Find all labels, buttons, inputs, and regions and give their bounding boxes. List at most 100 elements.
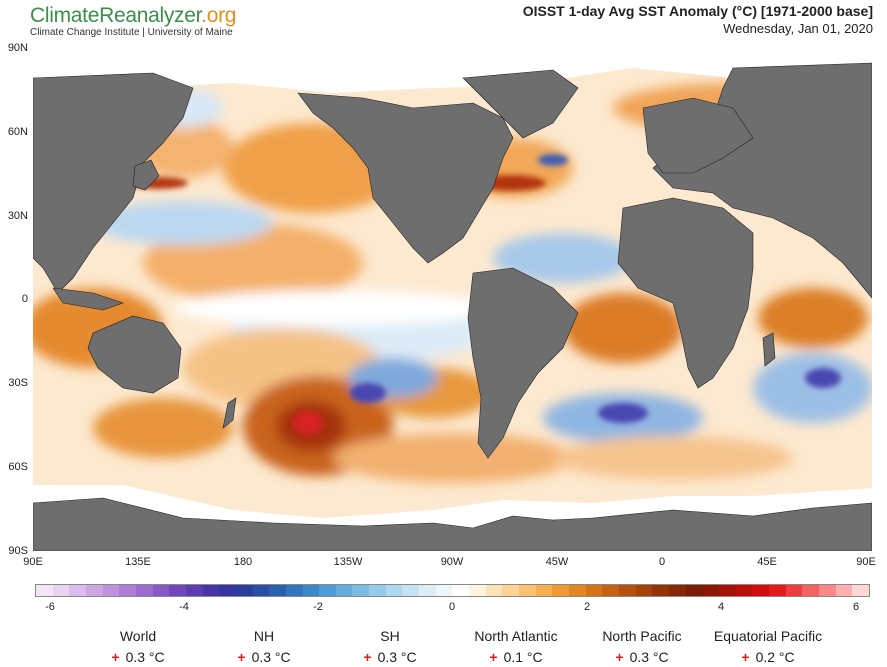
brand-subtitle: Climate Change Institute | University of… [30, 27, 233, 38]
colorbar [35, 584, 870, 597]
stat-value-row: +0.1 °C [446, 649, 586, 665]
site-logo[interactable]: ClimateReanalyzer.org [30, 4, 236, 28]
colorbar-segment [302, 585, 320, 596]
sst-anomaly-map [33, 48, 872, 551]
lon-label-135e: 135E [125, 556, 151, 568]
colorbar-segment [36, 585, 53, 596]
landmass-australia [87, 315, 182, 394]
lat-label-30n: 30N [7, 210, 28, 222]
colorbar-segment [52, 585, 70, 596]
stat-value: 0.1 °C [503, 649, 543, 665]
stat-north-atlantic: North Atlantic +0.1 °C [446, 628, 586, 665]
stat-name: Equatorial Pacific [713, 628, 823, 644]
colorbar-tick-0: 0 [448, 601, 456, 613]
stat-name: North Pacific [602, 628, 682, 644]
lon-label-135w: 135W [333, 556, 363, 568]
brand-domain: .org [201, 4, 237, 27]
lat-label-60s: 60S [8, 461, 28, 473]
lat-label-30s: 30S [8, 377, 28, 389]
colorbar-segment [185, 585, 203, 596]
stat-value-row: +0.3 °C [68, 649, 208, 665]
plus-sign: + [615, 649, 624, 665]
lon-label-45w: 45W [545, 556, 569, 568]
colorbar-tick-neg4: -4 [179, 601, 189, 613]
colorbar-segment [319, 585, 336, 596]
colorbar-segment [452, 585, 470, 596]
colorbar-segment [668, 585, 686, 596]
colorbar-segment [335, 585, 353, 596]
landmass-south-america [467, 267, 579, 459]
stat-nh: NH +0.3 °C [194, 628, 334, 665]
colorbar-segment [802, 585, 819, 596]
stat-value: 0.2 °C [755, 649, 795, 665]
colorbar-segment [752, 585, 769, 596]
colorbar-segment [69, 585, 86, 596]
stat-value-row: +0.3 °C [572, 649, 712, 665]
landmass-madagascar [762, 332, 776, 367]
lat-label-0: 0 [21, 293, 28, 305]
stat-value: 0.3 °C [251, 649, 291, 665]
stat-equatorial-pacific: Equatorial Pacific +0.2 °C [698, 628, 838, 665]
stat-value-row: +0.3 °C [320, 649, 460, 665]
colorbar-segment [435, 585, 453, 596]
colorbar-segment [635, 585, 653, 596]
colorbar-segment [602, 585, 619, 596]
colorbar-segment [852, 585, 869, 596]
colorbar-segment [235, 585, 253, 596]
lon-label-45e: 45E [757, 556, 777, 568]
plus-sign: + [363, 649, 372, 665]
colorbar-segment [552, 585, 569, 596]
brand-name: ClimateReanalyzer [30, 4, 202, 27]
plus-sign: + [489, 649, 498, 665]
colorbar-segment [202, 585, 220, 596]
colorbar-segment [85, 585, 103, 596]
stat-value: 0.3 °C [125, 649, 165, 665]
lat-label-90n: 90N [7, 42, 28, 54]
colorbar-segment [252, 585, 270, 596]
colorbar-segment [102, 585, 120, 596]
colorbar-segment [285, 585, 303, 596]
stat-name: North Atlantic [474, 628, 558, 644]
map-canvas [33, 48, 872, 551]
colorbar-segment [585, 585, 603, 596]
landmass-europe [642, 97, 754, 174]
stat-value-row: +0.3 °C [194, 649, 334, 665]
landmass-japan [132, 159, 160, 191]
colorbar-tick-2: 2 [583, 601, 591, 613]
landmass-east-asia [33, 72, 194, 294]
lon-label-90e-left: 90E [23, 556, 43, 568]
colorbar-segment [519, 585, 536, 596]
landmass-greenland [462, 69, 579, 139]
colorbar-segment [485, 585, 503, 596]
plus-sign: + [111, 649, 120, 665]
colorbar-segment [502, 585, 520, 596]
colorbar-tick-neg2: -2 [313, 601, 323, 613]
lat-label-90s: 90S [8, 545, 28, 557]
colorbar-segment [535, 585, 553, 596]
stat-value: 0.3 °C [629, 649, 669, 665]
landmass-antarctica [33, 497, 872, 551]
stat-name: SH [380, 628, 400, 644]
landmass-africa [617, 197, 754, 389]
stat-value-row: +0.2 °C [698, 649, 838, 665]
colorbar-tick-4: 4 [717, 601, 725, 613]
stat-name: NH [253, 628, 275, 644]
landmass-north-america [297, 92, 514, 264]
colorbar-segment [718, 585, 736, 596]
lat-label-60n: 60N [7, 126, 28, 138]
landmass-indonesia [52, 287, 124, 311]
lon-label-0: 0 [658, 556, 666, 568]
colorbar-segment [785, 585, 803, 596]
colorbar-segment [219, 585, 236, 596]
colorbar-segment [818, 585, 836, 596]
stat-sh: SH +0.3 °C [320, 628, 460, 665]
colorbar-segment [269, 585, 286, 596]
plus-sign: + [741, 649, 750, 665]
landmass-new-zealand [222, 397, 237, 429]
lon-label-90w: 90W [440, 556, 464, 568]
colorbar-tick-neg6: -6 [45, 601, 55, 613]
stat-world: World +0.3 °C [68, 628, 208, 665]
colorbar-segment [835, 585, 853, 596]
colorbar-tick-6: 6 [852, 601, 860, 613]
colorbar-segment [119, 585, 136, 596]
